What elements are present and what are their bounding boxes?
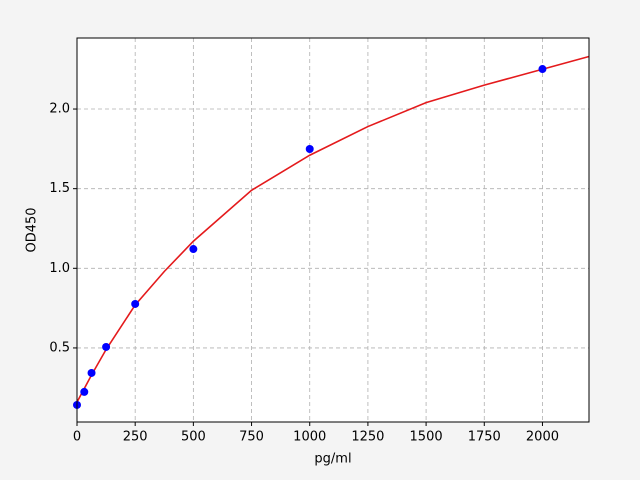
x-tick-label: 0 (73, 430, 81, 445)
x-tick-label: 750 (239, 430, 264, 445)
plot-frame (76, 37, 590, 423)
data-point (80, 387, 89, 396)
x-tick-label: 1750 (468, 430, 501, 445)
data-point (131, 299, 140, 308)
x-tick-label: 1500 (410, 430, 443, 445)
data-point (102, 342, 111, 351)
x-tick-label: 1250 (351, 430, 384, 445)
x-tick-label: 250 (123, 430, 148, 445)
data-point (189, 245, 198, 254)
x-tick-label: 2000 (526, 430, 559, 445)
y-tick-label: 0.5 (49, 340, 70, 355)
data-point (87, 368, 96, 377)
y-tick-label: 1.5 (49, 181, 70, 196)
data-point (305, 145, 314, 154)
y-axis-label: OD450 (25, 207, 40, 252)
x-tick-label: 1000 (293, 430, 326, 445)
x-axis-label: pg/ml (314, 452, 351, 467)
y-tick-label: 2.0 (49, 102, 70, 117)
plot-area (77, 38, 589, 422)
data-point (538, 65, 547, 74)
x-tick-label: 500 (181, 430, 206, 445)
y-tick-label: 1.0 (49, 261, 70, 276)
